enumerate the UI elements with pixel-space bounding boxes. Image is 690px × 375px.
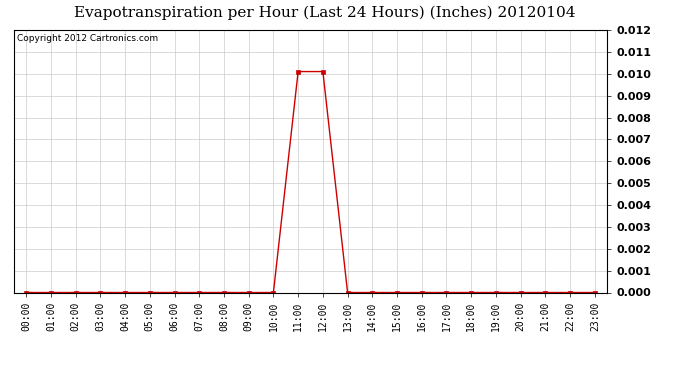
Text: Copyright 2012 Cartronics.com: Copyright 2012 Cartronics.com — [17, 34, 158, 43]
Text: Evapotranspiration per Hour (Last 24 Hours) (Inches) 20120104: Evapotranspiration per Hour (Last 24 Hou… — [74, 6, 575, 20]
